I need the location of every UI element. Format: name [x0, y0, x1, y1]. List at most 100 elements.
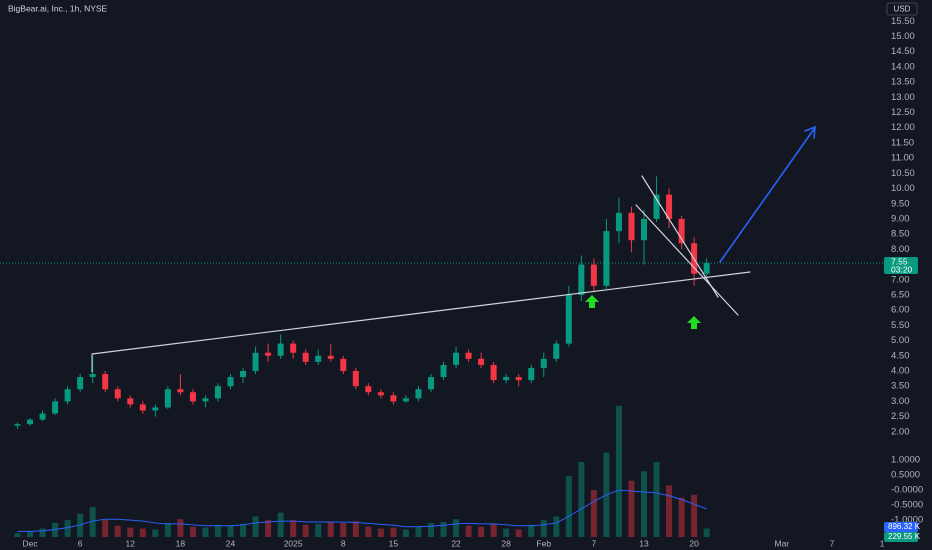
currency-box — [886, 2, 918, 16]
volume-bar — [703, 528, 710, 537]
volume-bar — [340, 522, 347, 537]
candle-body — [628, 212, 635, 241]
volume-label-box — [884, 532, 918, 542]
candle-body — [465, 352, 472, 359]
volume-bar — [252, 516, 259, 537]
candle-body — [415, 389, 422, 399]
volume-bar — [227, 525, 234, 537]
volume-bar — [453, 519, 460, 537]
volume-bar — [653, 462, 660, 537]
x-tick-label: 7 — [830, 538, 835, 548]
candle-body — [152, 407, 159, 411]
candle-body — [252, 352, 259, 371]
candle-body — [277, 343, 284, 356]
x-tick-label: 24 — [226, 538, 236, 548]
candle-body — [427, 377, 434, 390]
volume-bar — [127, 527, 134, 537]
x-tick-label: 15 — [389, 538, 399, 548]
currency: USD — [894, 5, 911, 14]
y-tick-label: 3.00 — [891, 396, 910, 407]
volume-label-box — [884, 522, 918, 532]
candle-body — [703, 263, 710, 274]
candle-body — [240, 370, 247, 378]
y-tick-label: 8.50 — [891, 229, 910, 240]
y2-tick-label: 0.5000 — [891, 470, 920, 481]
candle-body — [603, 231, 610, 286]
volume-bar — [302, 524, 309, 537]
candle-body — [678, 218, 685, 244]
volume-bar — [615, 405, 622, 537]
volume-bar — [14, 533, 21, 537]
volume-bar — [402, 529, 409, 537]
candle-body — [14, 424, 21, 426]
volume-bar — [114, 525, 121, 537]
y-tick-label: 6.00 — [891, 305, 910, 316]
x-tick-label: 1 — [880, 538, 885, 548]
volume-bar — [528, 524, 535, 537]
x-tick-label: 22 — [451, 538, 461, 548]
x-tick-label: 7 — [592, 538, 597, 548]
candle-body — [390, 395, 397, 402]
chart-title: BigBear.ai, Inc., 1h, NYSE — [8, 3, 108, 13]
y-tick-label: 11.50 — [891, 137, 914, 148]
candle-body — [39, 413, 46, 420]
countdown-label: 03:20 — [891, 264, 913, 274]
candle-body — [377, 392, 384, 396]
volume-bar — [315, 523, 322, 537]
y-tick-label: 5.00 — [891, 335, 910, 346]
volume-bar — [540, 520, 547, 537]
projection-arrow — [719, 128, 815, 263]
volume-bar — [277, 512, 284, 537]
candle-body — [590, 264, 597, 286]
volume-bar — [365, 526, 372, 537]
x-tick-label: 12 — [126, 538, 136, 548]
volume-bar — [89, 507, 96, 537]
y2-tick-label: -0.0000 — [891, 485, 923, 496]
candle-body — [503, 377, 510, 381]
volume-bar — [214, 524, 221, 537]
y-tick-label: 10.00 — [891, 183, 915, 194]
candle-body — [553, 343, 560, 359]
candle-body — [352, 370, 359, 387]
y-tick-label: 10.50 — [891, 168, 915, 179]
volume-bar — [553, 516, 560, 537]
candle-body — [528, 367, 535, 381]
candle-body — [202, 398, 209, 402]
volume-bar — [265, 520, 272, 537]
y-tick-label: 12.00 — [891, 122, 915, 133]
x-tick-label: 8 — [341, 538, 346, 548]
y-tick-label: 13.00 — [891, 92, 915, 103]
candle-body — [653, 194, 660, 219]
candle-body — [666, 194, 673, 219]
volume-bar — [27, 531, 34, 537]
channel-lower — [635, 204, 739, 316]
candle-body — [515, 377, 522, 381]
x-tick-label: 20 — [689, 538, 699, 548]
volume-bar — [352, 521, 359, 537]
volume-bar — [628, 480, 635, 537]
candle-body — [327, 355, 334, 359]
volume-bar — [189, 526, 196, 537]
y-tick-label: 11.00 — [891, 153, 914, 164]
volume-bar — [478, 526, 485, 537]
volume-bar — [641, 471, 647, 537]
candle-body — [139, 404, 146, 411]
y2-tick-label: -1.0000 — [891, 515, 923, 526]
candle-body — [77, 377, 84, 390]
volume-bar — [290, 520, 297, 537]
channel-upper — [641, 175, 719, 298]
volume-bar — [578, 462, 585, 537]
candle-body — [365, 386, 372, 393]
candle-body — [164, 389, 171, 408]
x-tick-label: 6 — [78, 538, 83, 548]
y-tick-label: 9.00 — [891, 213, 910, 224]
candle-body — [340, 358, 347, 371]
candle-body — [578, 264, 585, 295]
candle-body — [265, 352, 272, 356]
drawings — [91, 125, 816, 373]
volume-bar — [64, 520, 71, 537]
candle-body — [490, 364, 497, 381]
candle-body — [565, 294, 572, 344]
